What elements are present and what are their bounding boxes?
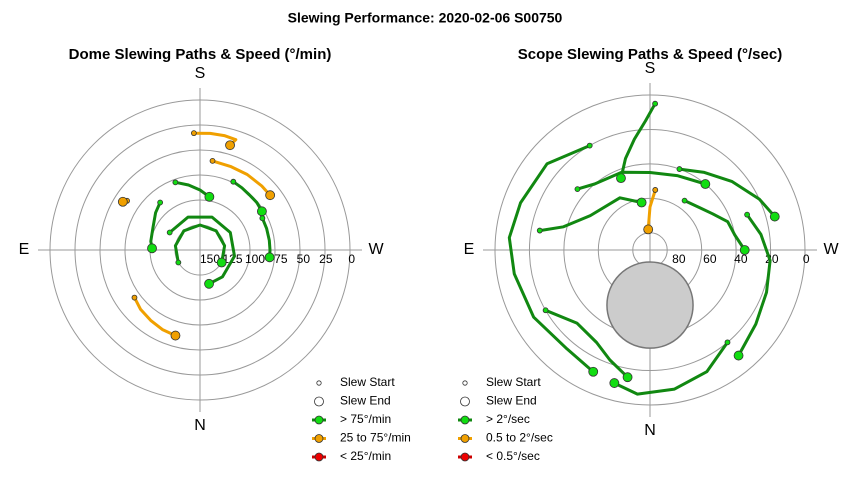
r-tick-label: 25 (319, 252, 333, 266)
slew-end (170, 330, 181, 341)
legend-label: 0.5 to 2°/sec (486, 431, 553, 445)
slew-end (265, 190, 276, 201)
slew-end (609, 378, 620, 388)
r-tick-label: 80 (672, 252, 686, 266)
slew-start (676, 166, 683, 172)
slew-start (652, 100, 659, 107)
legend-label: < 25°/min (340, 449, 391, 463)
r-tick-label: 40 (734, 252, 748, 266)
slew-path (133, 296, 177, 337)
slew-start (166, 229, 173, 236)
compass-label: S (645, 60, 656, 77)
r-tick-label: 0 (803, 252, 810, 266)
slew-start (542, 307, 549, 314)
slew-start (259, 215, 266, 222)
slew-start (681, 197, 688, 204)
slew-start (652, 187, 659, 193)
compass-label: W (368, 241, 384, 258)
slew-end (700, 179, 711, 189)
slew-end (264, 252, 275, 263)
r-tick-label: 100 (245, 252, 265, 266)
slew-path (232, 180, 264, 213)
slew-end (117, 196, 128, 207)
legend-marker (460, 452, 470, 462)
slew-path (173, 223, 227, 263)
compass-label: W (823, 241, 839, 258)
legend-label: Slew End (340, 394, 391, 408)
slew-start (131, 294, 138, 301)
legend-marker (314, 396, 324, 407)
legend-marker (460, 396, 470, 407)
legend-marker (314, 434, 324, 443)
legend-marker (460, 434, 470, 443)
r-tick-label: 75 (274, 252, 288, 266)
chart-title: Dome Slewing Paths & Speed (°/min) (69, 46, 332, 63)
legend-marker (314, 452, 324, 462)
slew-start (586, 142, 593, 149)
slew-end (739, 245, 750, 255)
legend-label: Slew End (486, 394, 537, 408)
slew-path (679, 167, 776, 218)
slew-end (622, 372, 633, 383)
compass-label: N (194, 417, 206, 434)
legend-marker (462, 380, 468, 386)
compass-label: N (644, 422, 656, 439)
legend-label: < 0.5°/sec (486, 449, 540, 463)
legend-label: 25 to 75°/min (340, 431, 411, 445)
slew-end (216, 257, 227, 268)
slew-end (257, 206, 267, 217)
slew-path (175, 180, 211, 199)
slew-path (613, 341, 729, 396)
slew-path (619, 102, 657, 179)
slew-start (724, 339, 731, 346)
slew-end (204, 191, 215, 202)
slew-start (230, 178, 237, 185)
slew-start (190, 130, 197, 137)
slew-end (588, 366, 599, 377)
slew-end (643, 224, 654, 235)
legend-marker (314, 415, 324, 425)
slew-start (172, 179, 179, 186)
slew-path (539, 196, 642, 233)
slew-end (769, 211, 780, 222)
compass-label: E (464, 241, 475, 258)
r-tick-label: 0 (348, 252, 355, 266)
slew-start (209, 157, 216, 164)
legend-label: Slew Start (340, 375, 395, 389)
slew-end (636, 197, 647, 208)
slew-path (149, 201, 162, 249)
legend-marker (316, 380, 322, 386)
slew-path (507, 144, 595, 373)
legend-label: > 75°/min (340, 412, 391, 426)
slew-start (175, 259, 182, 266)
slew-path (683, 199, 746, 251)
legend-label: Slew Start (486, 375, 541, 389)
legend-marker (460, 415, 470, 425)
slew-path (576, 170, 706, 191)
page-title: Slewing Performance: 2020-02-06 S00750 (288, 10, 563, 26)
slew-start (536, 227, 543, 234)
exclusion-zone (606, 261, 694, 349)
chart-title: Scope Slewing Paths & Speed (°/sec) (518, 46, 782, 63)
compass-label: S (195, 65, 206, 82)
compass-label: E (19, 241, 30, 258)
slew-end (147, 243, 157, 254)
slew-end (733, 350, 744, 361)
slew-path (193, 131, 238, 147)
legend-label: > 2°/sec (486, 412, 530, 426)
slew-start (157, 199, 164, 206)
slew-path (737, 213, 772, 357)
r-tick-label: 150 (200, 252, 220, 266)
slew-path (545, 308, 629, 379)
slew-path (168, 215, 236, 286)
slew-end (225, 140, 235, 151)
slew-path (212, 159, 272, 197)
r-tick-label: 50 (297, 252, 311, 266)
slew-end (204, 278, 214, 289)
slew-start (574, 186, 581, 193)
r-tick-label: 60 (703, 252, 717, 266)
slew-path (646, 189, 657, 230)
slew-start (744, 211, 751, 218)
